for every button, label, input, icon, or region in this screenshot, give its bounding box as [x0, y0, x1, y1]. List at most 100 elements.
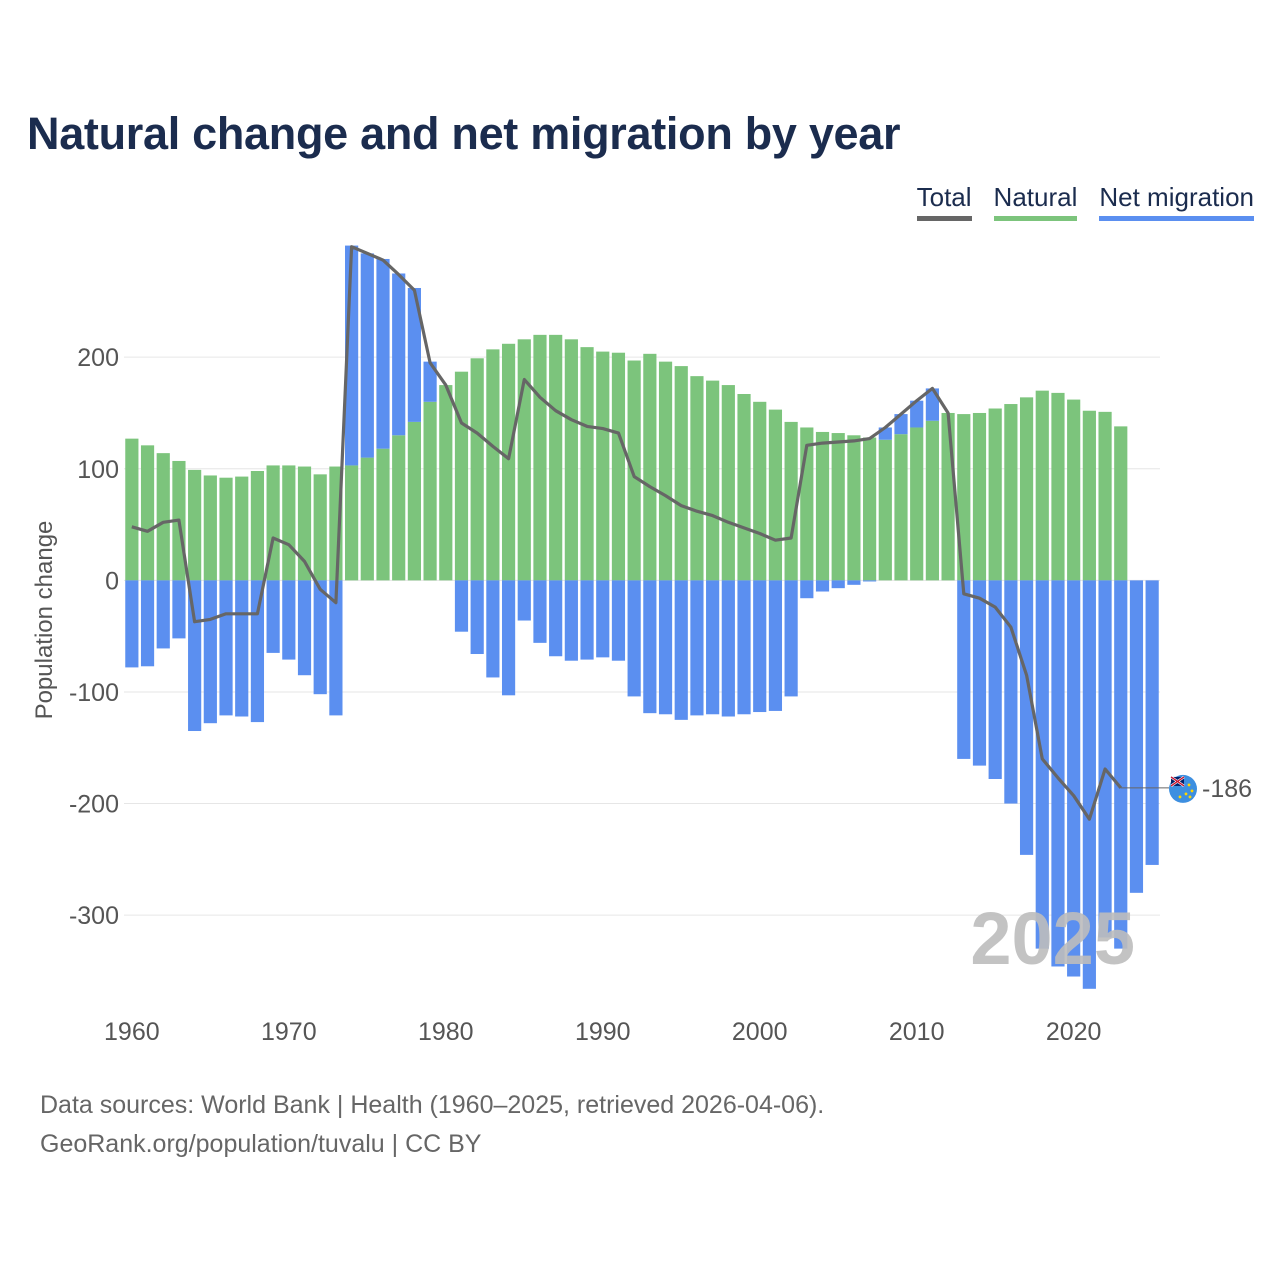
bar-migration	[674, 580, 688, 720]
bar-natural	[706, 380, 720, 581]
bar-migration	[847, 580, 861, 585]
bar-natural	[831, 433, 845, 581]
credit-note: GeoRank.org/population/tuvalu | CC BY	[40, 1130, 482, 1158]
bar-migration	[753, 580, 767, 713]
x-tick-label: 1960	[104, 1018, 160, 1046]
bar-migration	[863, 580, 877, 582]
bar-migration	[957, 580, 971, 759]
bar-migration	[423, 361, 437, 402]
bar-natural	[533, 334, 547, 581]
bar-natural	[925, 420, 939, 581]
bar-migration	[894, 414, 908, 435]
bar-natural	[1098, 411, 1112, 581]
bar-migration	[768, 580, 783, 711]
y-tick-label: -100	[69, 679, 119, 707]
bar-migration	[1051, 580, 1065, 967]
bar-migration	[737, 580, 751, 715]
bar-migration	[1004, 580, 1018, 804]
bar-migration	[658, 580, 673, 715]
bar-natural	[580, 347, 594, 581]
gridlines	[124, 356, 1160, 916]
bar-migration	[988, 580, 1002, 779]
bar-natural	[721, 385, 735, 581]
x-tick-label: 1990	[575, 1018, 631, 1046]
bar-migration	[297, 580, 312, 676]
bar-natural	[941, 412, 955, 581]
bar-migration	[313, 580, 327, 695]
bar-migration	[815, 580, 830, 592]
bar-natural	[156, 453, 170, 581]
bar-natural	[423, 401, 437, 581]
x-tick-label: 2000	[732, 1018, 788, 1046]
bar-natural	[988, 408, 1002, 581]
bar-natural	[768, 409, 783, 581]
bar-natural	[1051, 392, 1065, 581]
bar-migration	[501, 580, 516, 696]
bar-natural	[140, 445, 155, 581]
bar-natural	[753, 401, 767, 581]
bar-natural	[297, 466, 312, 581]
bar-migration	[407, 287, 421, 422]
bar-migration	[140, 580, 155, 667]
bar-natural	[235, 476, 249, 581]
bar-natural	[501, 343, 516, 581]
bar-migration	[486, 580, 500, 678]
bar-migration	[376, 258, 390, 449]
bar-natural	[815, 431, 830, 581]
bar-natural	[878, 439, 892, 581]
bar-natural	[784, 421, 798, 581]
bar-migration	[1019, 580, 1034, 855]
bar-migration	[564, 580, 578, 661]
legend-item-total[interactable]: Total	[916, 182, 972, 221]
bar-natural	[658, 361, 673, 581]
bar-migration	[533, 580, 547, 643]
legend-item-natural[interactable]: Natural	[993, 182, 1078, 221]
bar-natural	[690, 376, 704, 581]
y-tick-label: 0	[105, 567, 119, 595]
bar-migration	[784, 580, 798, 697]
end-value-label: -186	[1202, 775, 1252, 803]
bar-natural	[470, 358, 484, 581]
bar-migration	[1098, 580, 1112, 938]
bar-migration	[1129, 580, 1144, 893]
legend-item-net-migration[interactable]: Net migration	[1099, 182, 1254, 221]
bar-natural	[1035, 390, 1049, 581]
bar-natural	[282, 465, 296, 581]
bar-migration	[580, 580, 594, 660]
x-axis-tick-labels: 1960 1970 1980 1990 2000 2010 2020	[104, 1018, 1101, 1046]
tuvalu-flag-icon	[1169, 774, 1197, 803]
bar-natural	[360, 457, 374, 581]
bar-migration	[706, 580, 720, 715]
bar-natural	[486, 349, 500, 581]
bar-natural	[894, 434, 908, 581]
bar-migration	[596, 580, 610, 658]
bar-migration	[156, 580, 170, 649]
bar-migration	[454, 580, 469, 632]
bar-migration	[219, 580, 233, 716]
bar-migration	[203, 580, 217, 724]
y-tick-label: 200	[77, 344, 119, 372]
bar-natural	[376, 448, 390, 581]
bar-migration	[690, 580, 704, 716]
bar-migration	[360, 253, 374, 458]
x-tick-label: 1970	[261, 1018, 317, 1046]
bar-natural	[125, 438, 139, 581]
bar-migration	[235, 580, 249, 717]
bar-migration	[831, 580, 845, 589]
migration-bars	[125, 245, 1159, 989]
bar-migration	[549, 580, 563, 657]
natural-bars	[125, 334, 1128, 581]
bar-natural	[407, 421, 421, 581]
bar-natural	[549, 334, 563, 581]
bar-natural	[737, 394, 751, 581]
year-watermark: 2025	[970, 897, 1135, 980]
bar-migration	[125, 580, 139, 668]
y-tick-label: -300	[69, 902, 119, 930]
bar-natural	[1004, 404, 1018, 581]
bar-migration	[282, 580, 296, 660]
bar-natural	[1082, 410, 1096, 581]
bar-migration	[517, 580, 531, 621]
bar-migration	[1067, 580, 1081, 977]
bar-migration	[392, 273, 406, 436]
